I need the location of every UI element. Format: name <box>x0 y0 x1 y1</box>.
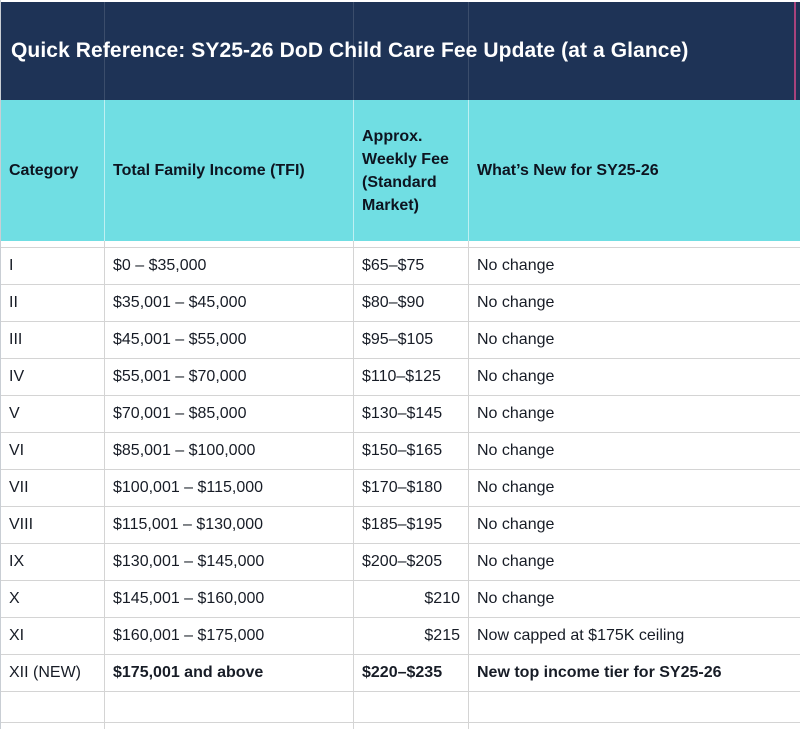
cell-category: XII (NEW) <box>1 655 105 691</box>
table-row: IX $130,001 – $145,000 $200–$205 No change <box>1 544 800 581</box>
cell-fee: $220–$235 <box>354 655 469 691</box>
cell-category: VII <box>1 470 105 506</box>
cell-category: V <box>1 396 105 432</box>
cell-fee: $150–$165 <box>354 433 469 469</box>
cell-fee: $110–$125 <box>354 359 469 395</box>
header-spacer-row <box>1 241 800 248</box>
cell-tfi: $100,001 – $115,000 <box>105 470 354 506</box>
table-header-row: Category Total Family Income (TFI) Appro… <box>1 100 800 241</box>
cell-whats-new: No change <box>477 405 555 422</box>
cell-category: X <box>1 581 105 617</box>
cell-category: VIII <box>1 507 105 543</box>
cell-tfi: $175,001 and above <box>105 655 354 691</box>
cell-tfi: $55,001 – $70,000 <box>105 359 354 395</box>
cell-category: IV <box>1 359 105 395</box>
column-grid-line <box>104 2 105 100</box>
table-row: XI $160,001 – $175,000 $215 Now capped at $… <box>1 618 800 655</box>
cell-tfi: $160,001 – $175,000 <box>105 618 354 654</box>
table-body: I $0 – $35,000 $65–$75 No change II $35,001 –… <box>1 248 800 692</box>
cell-whats-new: No change <box>477 368 555 385</box>
cell-whats-new: No change <box>477 516 555 533</box>
cell-category: IX <box>1 544 105 580</box>
cell-tfi: $70,001 – $85,000 <box>105 396 354 432</box>
cell-whats-new: New top income tier for SY25-26 <box>477 664 722 681</box>
empty-row-partial <box>1 723 800 729</box>
cell-category: I <box>1 248 105 284</box>
cell-whats-new: Now capped at $175K ceiling <box>477 627 685 644</box>
cell-fee: $210 <box>354 581 469 617</box>
cell-fee: $215 <box>354 618 469 654</box>
cell-category: XI <box>1 618 105 654</box>
cell-category: II <box>1 285 105 321</box>
cell-tfi: $35,001 – $45,000 <box>105 285 354 321</box>
cell-whats-new: No change <box>477 479 555 496</box>
table-row: VI $85,001 – $100,000 $150–$165 No change <box>1 433 800 470</box>
cell-fee: $185–$195 <box>354 507 469 543</box>
column-grid-line <box>353 2 354 100</box>
table-row: X $145,001 – $160,000 $210 No change <box>1 581 800 618</box>
cell-tfi: $45,001 – $55,000 <box>105 322 354 358</box>
cell-whats-new: No change <box>477 257 555 274</box>
cell-tfi: $0 – $35,000 <box>105 248 354 284</box>
cell-fee: $170–$180 <box>354 470 469 506</box>
cell-whats-new: No change <box>477 331 555 348</box>
table-row: IV $55,001 – $70,000 $110–$125 No change <box>1 359 800 396</box>
cell-fee: $65–$75 <box>354 248 469 284</box>
cell-whats-new: No change <box>477 294 555 311</box>
table-row: I $0 – $35,000 $65–$75 No change <box>1 248 800 285</box>
title-bar: Quick Reference: SY25-26 DoD Child Care … <box>1 2 800 100</box>
cell-whats-new: No change <box>477 590 555 607</box>
cell-category: VI <box>1 433 105 469</box>
cell-tfi: $115,001 – $130,000 <box>105 507 354 543</box>
column-header-category: Category <box>1 100 105 241</box>
table-row: XII (NEW) $175,001 and above $220–$235 New … <box>1 655 800 692</box>
cell-whats-new: No change <box>477 442 555 459</box>
magenta-edge-line <box>794 2 796 100</box>
column-header-tfi: Total Family Income (TFI) <box>105 100 354 241</box>
cell-tfi: $145,001 – $160,000 <box>105 581 354 617</box>
table-row: II $35,001 – $45,000 $80–$90 No change <box>1 285 800 322</box>
cell-tfi: $85,001 – $100,000 <box>105 433 354 469</box>
cell-fee: $200–$205 <box>354 544 469 580</box>
table-row: V $70,001 – $85,000 $130–$145 No change <box>1 396 800 433</box>
cell-fee: $95–$105 <box>354 322 469 358</box>
cell-tfi: $130,001 – $145,000 <box>105 544 354 580</box>
table-row: III $45,001 – $55,000 $95–$105 No change <box>1 322 800 359</box>
column-header-fee: Approx. Weekly Fee (Standard Market) <box>354 100 469 241</box>
cell-whats-new: No change <box>477 553 555 570</box>
empty-row <box>1 692 800 723</box>
cell-fee: $130–$145 <box>354 396 469 432</box>
table-row: VII $100,001 – $115,000 $170–$180 No change <box>1 470 800 507</box>
cell-category: III <box>1 322 105 358</box>
table-row: VIII $115,001 – $130,000 $185–$195 No chang… <box>1 507 800 544</box>
cell-fee: $80–$90 <box>354 285 469 321</box>
column-grid-line <box>468 2 469 100</box>
page-title: Quick Reference: SY25-26 DoD Child Care … <box>11 39 689 62</box>
column-header-whats-new: What’s New for SY25-26 <box>477 162 659 179</box>
